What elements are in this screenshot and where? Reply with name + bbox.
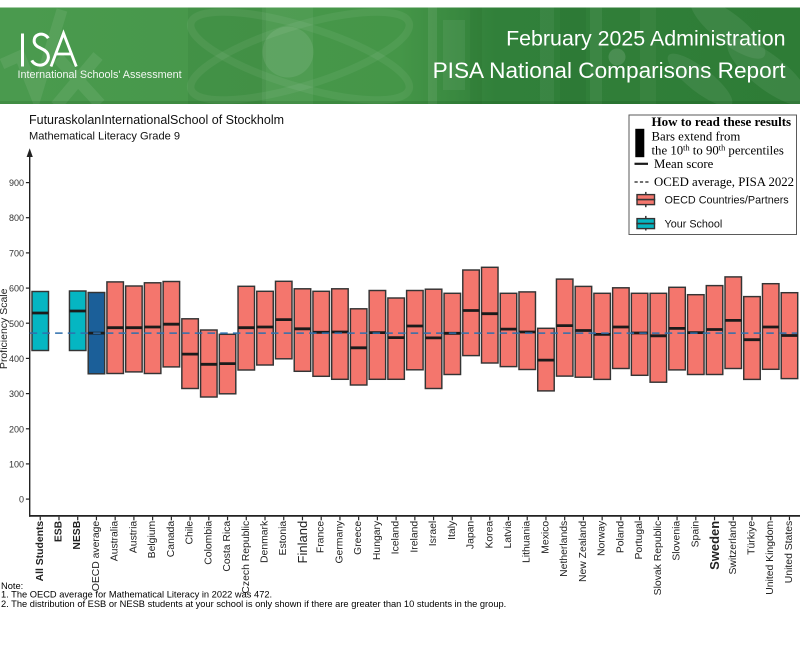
- svg-text:Iceland: Iceland: [391, 521, 402, 555]
- svg-text:February 2025 Administration: February 2025 Administration: [506, 27, 785, 51]
- svg-text:France: France: [316, 521, 327, 554]
- svg-text:1. The OECD average for Mathem: 1. The OECD average for Mathematical Lit…: [1, 590, 272, 600]
- svg-text:Belgium: Belgium: [147, 521, 158, 559]
- svg-text:Australia: Australia: [110, 521, 121, 562]
- svg-text:PISA National Comparisons Repo: PISA National Comparisons Report: [433, 58, 787, 83]
- svg-text:Poland: Poland: [615, 521, 626, 554]
- svg-text:Proficiency Scale: Proficiency Scale: [0, 288, 10, 369]
- svg-text:How to read these results: How to read these results: [652, 114, 792, 129]
- svg-text:500: 500: [9, 319, 24, 329]
- svg-text:Costa Rica: Costa Rica: [222, 521, 233, 572]
- svg-text:Greece: Greece: [353, 521, 364, 555]
- svg-text:Italy: Italy: [447, 520, 458, 540]
- svg-text:400: 400: [9, 354, 24, 364]
- svg-text:Your School: Your School: [665, 219, 723, 231]
- svg-text:Colombia: Colombia: [203, 521, 214, 565]
- svg-text:Czech Republic: Czech Republic: [241, 521, 252, 594]
- svg-text:Japan: Japan: [466, 521, 477, 550]
- svg-text:800: 800: [9, 213, 24, 223]
- svg-text:United Kingdom: United Kingdom: [765, 521, 776, 595]
- svg-text:Slovenia: Slovenia: [672, 521, 683, 561]
- svg-text:Mathematical Literacy Grade 9: Mathematical Literacy Grade 9: [29, 131, 180, 143]
- svg-text:OCED average, PISA 2022: OCED average, PISA 2022: [654, 175, 794, 189]
- svg-text:300: 300: [9, 389, 24, 399]
- svg-text:Sweden: Sweden: [707, 521, 722, 570]
- svg-text:Spain: Spain: [690, 521, 701, 548]
- svg-text:Norway: Norway: [597, 520, 608, 556]
- svg-text:NESB: NESB: [72, 520, 83, 549]
- svg-text:Hungary: Hungary: [372, 520, 383, 560]
- svg-text:Israel: Israel: [428, 521, 439, 546]
- svg-text:Note:: Note:: [1, 581, 23, 591]
- svg-text:Ireland: Ireland: [409, 521, 420, 553]
- svg-text:ESB: ESB: [53, 520, 64, 542]
- svg-text:United States: United States: [784, 521, 795, 583]
- svg-text:Finland: Finland: [295, 521, 310, 564]
- svg-text:Türkiye: Türkiye: [746, 521, 757, 555]
- svg-text:Mexico: Mexico: [540, 521, 551, 554]
- svg-text:900: 900: [9, 178, 24, 188]
- svg-text:Switzerland: Switzerland: [728, 521, 739, 575]
- svg-text:the 10th to 90th percentiles: the 10th to 90th percentiles: [652, 143, 784, 158]
- svg-text:Chile: Chile: [185, 521, 196, 545]
- svg-text:Estonia: Estonia: [278, 521, 289, 556]
- svg-text:Latvia: Latvia: [503, 521, 514, 549]
- svg-text:OECD average: OECD average: [91, 521, 102, 592]
- svg-text:FuturaskolanInternationalSchoo: FuturaskolanInternationalSchool of Stock…: [29, 113, 284, 127]
- svg-text:New Zealand: New Zealand: [578, 521, 589, 582]
- svg-text:Netherlands: Netherlands: [559, 521, 570, 577]
- svg-text:OECD Countries/Partners: OECD Countries/Partners: [665, 195, 790, 207]
- svg-text:2. The distribution of ESB or: 2. The distribution of ESB or NESB stude…: [1, 599, 506, 609]
- svg-text:600: 600: [9, 284, 24, 294]
- svg-text:Austria: Austria: [128, 521, 139, 554]
- svg-text:Bars extend from: Bars extend from: [652, 130, 741, 144]
- svg-text:Mean score: Mean score: [654, 157, 714, 171]
- svg-text:Denmark: Denmark: [260, 520, 271, 563]
- svg-text:200: 200: [9, 424, 24, 434]
- svg-text:Lithuania: Lithuania: [522, 521, 533, 563]
- svg-text:Germany: Germany: [334, 520, 345, 564]
- svg-text:Slovak Republic: Slovak Republic: [653, 521, 664, 596]
- svg-text:Canada: Canada: [166, 521, 177, 558]
- svg-text:Korea: Korea: [484, 521, 495, 549]
- svg-text:0: 0: [19, 495, 24, 505]
- svg-text:Portugal: Portugal: [634, 521, 645, 560]
- svg-text:International Schools' Assessm: International Schools' Assessment: [18, 69, 182, 81]
- svg-text:700: 700: [9, 248, 24, 258]
- svg-text:100: 100: [9, 459, 24, 469]
- svg-text:All Students: All Students: [35, 521, 46, 582]
